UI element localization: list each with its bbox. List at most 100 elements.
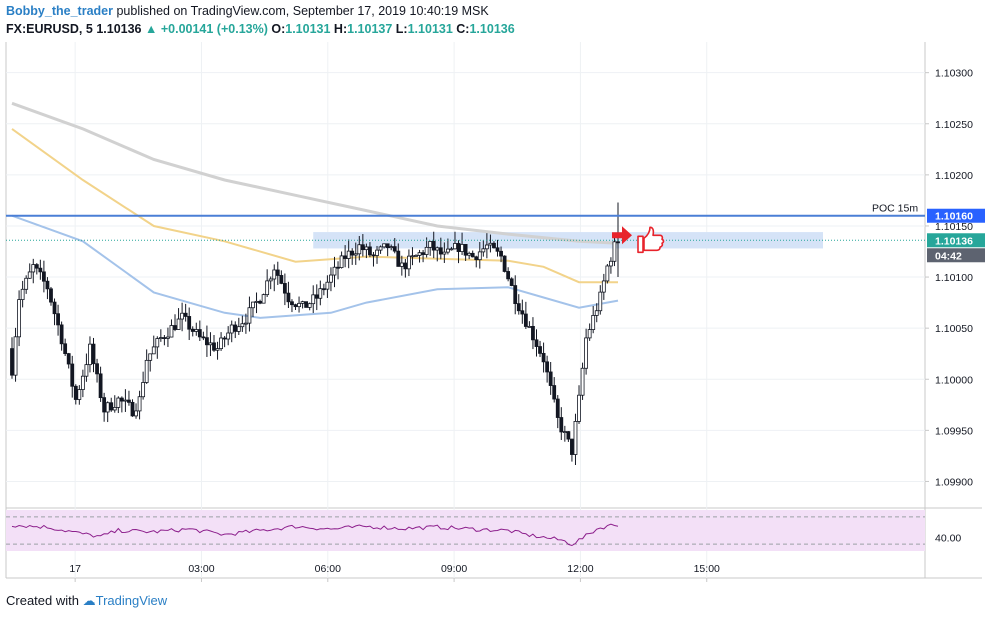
candle-body bbox=[456, 243, 461, 252]
candle-body bbox=[127, 399, 131, 403]
candle-body bbox=[119, 397, 124, 402]
candle-body bbox=[222, 337, 227, 340]
time-axis[interactable]: 17 03:00 06:00 09:00 12:00 15:00 bbox=[69, 563, 720, 582]
candle bbox=[552, 377, 557, 403]
candle-body bbox=[495, 247, 500, 252]
candle bbox=[520, 299, 525, 324]
candle-body bbox=[520, 310, 525, 315]
candle-body bbox=[251, 301, 255, 309]
candle-body bbox=[580, 367, 585, 396]
price-tick-label: 1.09900 bbox=[935, 476, 973, 488]
candle bbox=[130, 399, 135, 417]
candle bbox=[70, 355, 75, 398]
candle-body bbox=[502, 255, 507, 272]
candle bbox=[325, 275, 330, 298]
candle-body bbox=[290, 301, 294, 306]
candle bbox=[360, 234, 365, 257]
candle bbox=[268, 276, 273, 290]
candle-body bbox=[594, 310, 599, 316]
candle-body bbox=[77, 389, 82, 400]
tradingview-brand[interactable]: TradingView bbox=[95, 593, 168, 608]
poc-label: POC 15m bbox=[872, 203, 918, 215]
low-label: L: bbox=[395, 22, 408, 36]
candle-body bbox=[24, 277, 29, 290]
candle bbox=[265, 269, 270, 297]
candle bbox=[456, 240, 461, 264]
author-name[interactable]: Bobby_the_trader bbox=[6, 4, 113, 18]
candle bbox=[460, 232, 464, 255]
candle-body bbox=[506, 271, 511, 280]
candle-body bbox=[215, 348, 220, 351]
candle-body bbox=[399, 262, 404, 267]
candle bbox=[555, 395, 560, 429]
candle-body bbox=[190, 328, 195, 332]
candle-body bbox=[357, 244, 362, 255]
candle bbox=[481, 240, 486, 257]
price-axis[interactable]: 1.10300 1.10250 1.10200 1.10150 1.10100 1.100… bbox=[925, 68, 973, 489]
candle-body bbox=[173, 325, 177, 330]
candle-body bbox=[538, 346, 542, 354]
candle bbox=[201, 331, 206, 341]
candle bbox=[584, 328, 589, 375]
candle bbox=[516, 294, 521, 315]
candle-body bbox=[176, 318, 181, 330]
ma-line-3 bbox=[11, 214, 619, 319]
countdown-tag: 04:42 bbox=[927, 248, 985, 263]
candle bbox=[378, 245, 383, 254]
arrow-shape bbox=[612, 226, 632, 245]
candle bbox=[612, 233, 617, 267]
candle bbox=[293, 303, 298, 310]
candle-body bbox=[63, 343, 68, 354]
candle-body bbox=[194, 329, 199, 332]
candle bbox=[27, 263, 32, 279]
candle-body bbox=[389, 246, 394, 249]
candle bbox=[449, 246, 454, 251]
candle bbox=[339, 251, 344, 269]
low-value: 1.10131 bbox=[407, 22, 453, 36]
candle bbox=[176, 308, 181, 330]
grid-lines bbox=[5, 42, 982, 579]
last-price-tag: 1.10136 bbox=[927, 233, 985, 248]
candle bbox=[531, 317, 535, 350]
candle-body bbox=[229, 324, 234, 334]
candle-body bbox=[208, 342, 213, 346]
candle-body bbox=[137, 396, 142, 412]
candle bbox=[467, 251, 472, 260]
candle bbox=[141, 371, 146, 400]
candle-body bbox=[417, 252, 422, 256]
candle-body bbox=[275, 269, 280, 276]
candle bbox=[499, 246, 503, 263]
candle-body bbox=[80, 375, 85, 390]
open-value: 1.10131 bbox=[285, 22, 331, 36]
candle bbox=[98, 366, 103, 402]
candle bbox=[63, 338, 68, 356]
candle bbox=[594, 303, 599, 323]
candle bbox=[73, 384, 78, 405]
candle bbox=[421, 249, 425, 263]
candle bbox=[254, 292, 259, 314]
candle bbox=[251, 301, 255, 318]
candle-body bbox=[573, 421, 578, 455]
candle bbox=[573, 413, 578, 465]
candle bbox=[527, 321, 532, 328]
candle bbox=[329, 267, 333, 292]
candle bbox=[371, 252, 376, 267]
candle bbox=[605, 263, 610, 284]
candle bbox=[187, 307, 192, 341]
candles bbox=[10, 202, 620, 465]
candle-body bbox=[84, 364, 89, 377]
candle-body bbox=[527, 326, 532, 328]
candle bbox=[183, 303, 188, 322]
candle bbox=[477, 241, 482, 269]
candle-body bbox=[31, 264, 36, 273]
candle bbox=[91, 337, 96, 373]
candle-body bbox=[88, 343, 92, 366]
candle bbox=[364, 243, 369, 259]
candle-body bbox=[442, 251, 447, 255]
candle bbox=[180, 302, 185, 332]
candle bbox=[570, 438, 574, 462]
candle-body bbox=[385, 243, 390, 249]
candle-body bbox=[445, 248, 450, 253]
high-label: H: bbox=[333, 22, 348, 36]
